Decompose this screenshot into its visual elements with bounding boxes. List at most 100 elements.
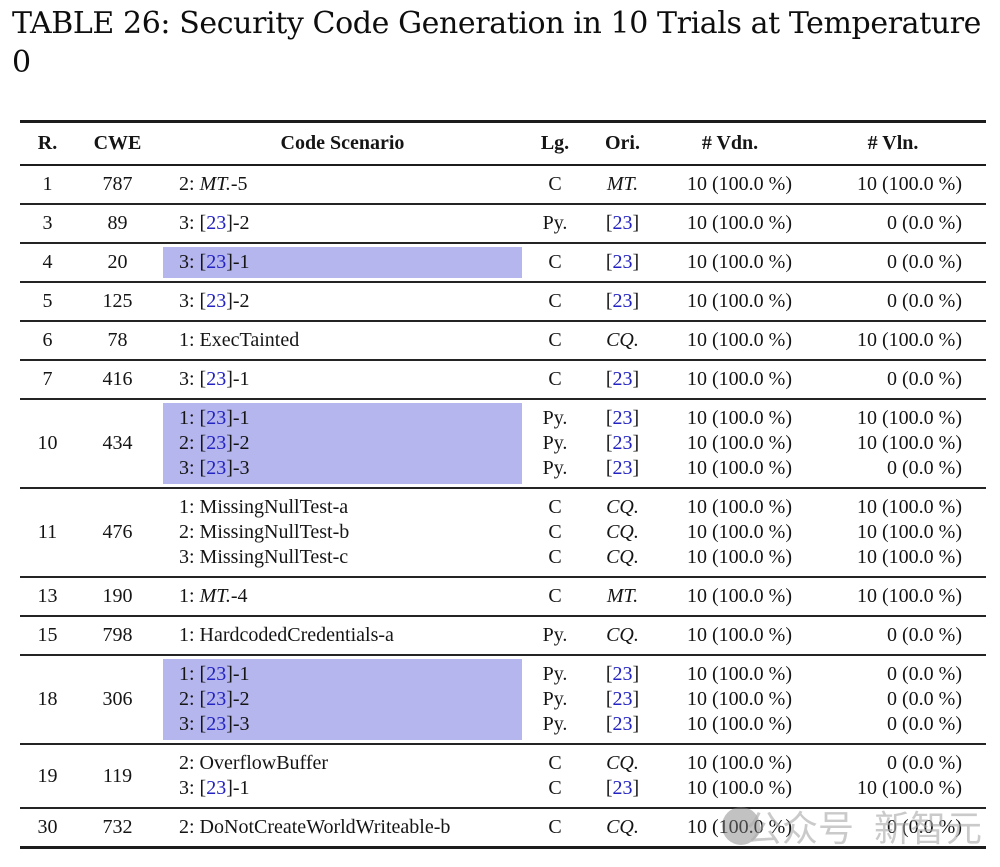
text-segment: 10 (100.0 %) — [687, 713, 792, 735]
citation-link[interactable]: 23 — [612, 777, 633, 799]
scenario-highlight-block: 3: [23]-1 — [163, 247, 522, 278]
text-segment: -4 — [230, 585, 248, 607]
citation-link[interactable]: 23 — [206, 663, 227, 685]
rank-cell-block: 1 — [20, 169, 75, 200]
text-segment: C — [548, 521, 562, 543]
text-segment: 0 (0.0 %) — [887, 212, 962, 234]
rank-cell: 13 — [20, 577, 75, 616]
text-segment: 10 (100.0 %) — [687, 496, 792, 518]
vln-cell-block: 0 (0.0 %) — [800, 364, 986, 395]
text-segment: 3: [ — [179, 212, 207, 234]
language-cell-block: C — [525, 286, 585, 317]
text-segment: 732 — [102, 816, 133, 838]
citation-link[interactable]: 23 — [206, 457, 227, 479]
scenario-text: 1: [23]-1 — [163, 662, 522, 687]
text-segment: 78 — [107, 329, 128, 351]
citation-link[interactable]: 23 — [612, 368, 633, 390]
rank-cell: 15 — [20, 616, 75, 655]
citation-link[interactable]: 23 — [206, 251, 227, 273]
vdn-cell: 10 (100.0 %) — [660, 165, 800, 204]
cwe-cell-line: 476 — [75, 520, 160, 545]
vdn-cell: 10 (100.0 %) 10 (100.0 %) 10 (100.0 %) — [660, 399, 800, 488]
text-segment: 0 (0.0 %) — [887, 368, 962, 390]
citation-link[interactable]: 23 — [206, 688, 227, 710]
rank-cell-line: 30 — [20, 815, 75, 840]
vdn-cell: 10 (100.0 %) 10 (100.0 %) 10 (100.0 %) — [660, 488, 800, 577]
text-segment: C — [548, 251, 562, 273]
cwe-cell-line: 306 — [75, 687, 160, 712]
language-cell-block: C — [525, 812, 585, 843]
language-cell-line: C — [525, 545, 585, 570]
cwe-cell-line: 434 — [75, 431, 160, 456]
citation-link[interactable]: 23 — [612, 407, 633, 429]
text-segment: ] — [632, 407, 640, 429]
results-table: R. CWE Code Scenario Lg. Ori. # Vdn. # Vln. 1 7… — [20, 120, 986, 849]
text-segment: ]-1 — [226, 663, 250, 685]
cwe-cell-block: 798 — [75, 620, 160, 651]
vln-cell-line: 0 (0.0 %) — [800, 456, 986, 481]
scenario-text: 2: OverflowBuffer — [163, 751, 522, 776]
language-cell-block: Py. Py. Py. — [525, 659, 585, 740]
text-segment: 30 — [37, 816, 58, 838]
italic-abbrev: CQ. — [606, 752, 639, 774]
citation-link[interactable]: 23 — [612, 688, 633, 710]
text-segment: 1: HardcodedCredentials-a — [179, 624, 394, 646]
origin-cell: [23] — [585, 243, 660, 282]
text-segment: 89 — [107, 212, 128, 234]
vdn-cell-block: 10 (100.0 %) 10 (100.0 %) — [660, 748, 800, 804]
citation-link[interactable]: 23 — [612, 457, 633, 479]
table-caption: TABLE 26: Security Code Generation in 10… — [12, 4, 997, 82]
vdn-cell-line: 10 (100.0 %) — [660, 289, 800, 314]
vdn-cell-block: 10 (100.0 %) 10 (100.0 %) 10 (100.0 %) — [660, 403, 800, 484]
vln-cell-line: 0 (0.0 %) — [800, 211, 986, 236]
cwe-cell-line: 732 — [75, 815, 160, 840]
citation-link[interactable]: 23 — [612, 290, 633, 312]
citation-link[interactable]: 23 — [206, 407, 227, 429]
language-cell-line: C — [525, 520, 585, 545]
citation-link[interactable]: 23 — [612, 713, 633, 735]
language-cell-line: Py. — [525, 456, 585, 481]
citation-link[interactable]: 23 — [206, 368, 227, 390]
citation-link[interactable]: 23 — [206, 212, 227, 234]
language-cell: Py. Py. Py. — [525, 655, 585, 744]
origin-cell: [23] [23] [23] — [585, 399, 660, 488]
scenario-text: 2: [23]-2 — [163, 431, 522, 456]
text-segment: ]-1 — [226, 368, 250, 390]
citation-link[interactable]: 23 — [612, 251, 633, 273]
vln-cell-block: 0 (0.0 %) 10 (100.0 %) — [800, 748, 986, 804]
cwe-cell: 434 — [75, 399, 160, 488]
vln-cell: 10 (100.0 %) 10 (100.0 %) 10 (100.0 %) — [800, 488, 986, 577]
text-segment: 0 (0.0 %) — [887, 816, 962, 838]
text-segment: 2: OverflowBuffer — [179, 752, 329, 774]
text-segment: 0 (0.0 %) — [887, 251, 962, 273]
citation-link[interactable]: 23 — [612, 212, 633, 234]
vdn-cell-line: 10 (100.0 %) — [660, 751, 800, 776]
citation-link[interactable]: 23 — [206, 777, 227, 799]
text-segment: ] — [632, 457, 640, 479]
language-cell-block: C — [525, 581, 585, 612]
origin-cell: CQ. — [585, 616, 660, 655]
citation-link[interactable]: 23 — [612, 432, 633, 454]
scenario-block: 1: MT.-4 — [163, 581, 522, 612]
scenario-cell: 1: HardcodedCredentials-a — [160, 616, 525, 655]
vdn-cell-line: 10 (100.0 %) — [660, 250, 800, 275]
vdn-cell-line: 10 (100.0 %) — [660, 495, 800, 520]
citation-link[interactable]: 23 — [206, 713, 227, 735]
origin-cell-line: [23] — [585, 406, 660, 431]
text-segment: [ — [605, 688, 613, 710]
text-segment: [ — [605, 212, 613, 234]
text-segment: 10 (100.0 %) — [687, 624, 792, 646]
scenario-cell: 1: MissingNullTest-a 2: MissingNullTest-b… — [160, 488, 525, 577]
citation-link[interactable]: 23 — [612, 663, 633, 685]
scenario-text: 2: [23]-2 — [163, 687, 522, 712]
table-row-rank-3: 3 89 3: [23]-2 Py. [23] 10 (100.0 %) 0 (0.0 %) — [20, 204, 986, 243]
citation-link[interactable]: 23 — [206, 290, 227, 312]
vln-cell: 0 (0.0 %) — [800, 808, 986, 848]
text-segment: Py. — [542, 688, 568, 710]
citation-link[interactable]: 23 — [206, 432, 227, 454]
rank-cell: 6 — [20, 321, 75, 360]
vdn-cell: 10 (100.0 %) — [660, 204, 800, 243]
scenario-text: 3: [23]-3 — [163, 712, 522, 737]
text-segment: ] — [632, 290, 640, 312]
